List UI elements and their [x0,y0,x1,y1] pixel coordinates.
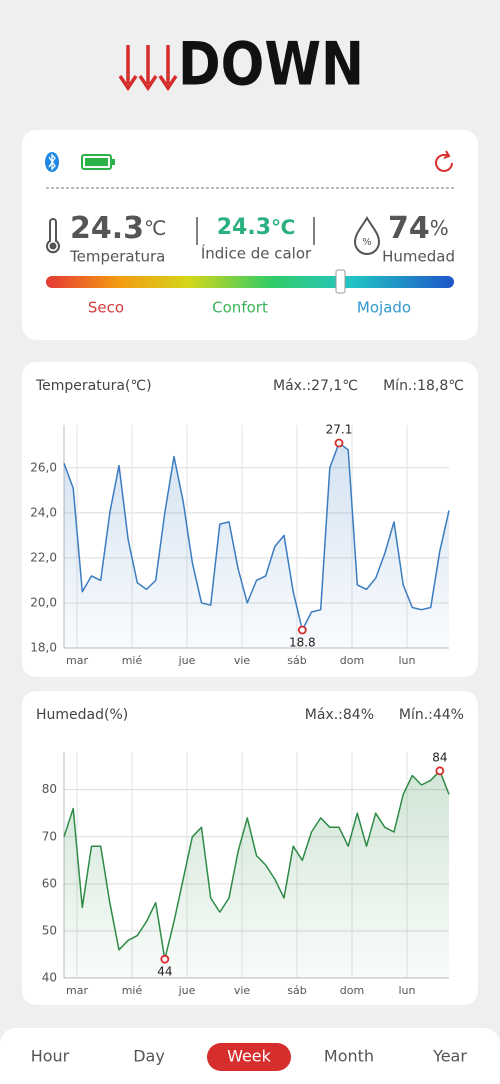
battery-icon [81,154,115,170]
x-tick-label: sáb [287,654,306,667]
y-tick-label: 18,0 [30,641,57,655]
x-tick-label: lun [399,654,416,667]
y-tick-label: 50 [42,923,57,937]
area-fill [64,770,449,978]
tab[interactable]: Hour [31,1047,70,1066]
tab[interactable]: Day [133,1047,165,1066]
tab[interactable]: Year [432,1047,467,1066]
extreme-marker [297,625,307,635]
drop-icon: % [353,216,381,255]
min-label: Mín.:18,8℃ [383,378,464,394]
scale-knob [335,269,346,294]
x-tick-label: jue [178,654,196,667]
temperature-label: Temperatura [69,248,165,266]
logo-arrows [118,45,178,92]
x-tick-label: vie [234,984,251,997]
humidity-label: Humedad [382,248,455,266]
refresh-icon[interactable] [435,150,453,172]
bluetooth-icon [45,152,59,172]
max-label: Máx.:27,1℃ [273,378,358,394]
chart-title: Humedad(%) [36,707,128,723]
scale-label: Seco [88,299,124,317]
x-tick-label: mié [122,654,143,667]
temperature-reading: 24.3℃ [70,211,167,246]
y-tick-label: 40 [42,971,57,985]
chart-title: Temperatura(℃) [35,378,152,394]
x-tick-label: jue [178,984,196,997]
scale-label: Confort [212,299,268,317]
extreme-marker [160,954,170,964]
extreme-label: 18.8 [289,635,316,649]
max-label: Máx.:84% [305,707,374,723]
heat-index-label: Índice de calor [201,244,312,263]
x-tick-label: mié [122,984,143,997]
y-tick-label: 70 [42,829,57,843]
x-tick-label: mar [66,654,88,667]
tab[interactable]: Week [227,1047,272,1066]
comfort-scale [46,276,454,288]
drop-icon-text: % [362,237,372,248]
thermometer-icon [46,218,60,254]
y-tick-label: 20,0 [30,595,57,609]
heat-index-reading: 24.3℃ [217,215,296,241]
extreme-marker [435,766,445,776]
y-tick-label: 22,0 [30,550,57,564]
y-tick-label: 80 [42,782,57,796]
y-tick-label: 60 [42,876,57,890]
x-tick-label: mar [66,984,88,997]
x-tick-label: sáb [287,984,306,997]
extreme-label: 44 [157,965,172,979]
extreme-label: 84 [432,750,447,764]
tab-selected-pill [207,1043,291,1071]
tab[interactable]: Month [324,1047,374,1066]
extreme-label: 27.1 [326,423,353,437]
data-line [63,442,450,631]
min-label: Mín.:44% [399,707,464,723]
x-tick-label: dom [340,654,364,667]
extreme-marker [334,438,344,448]
data-line [63,770,450,960]
humidity-reading: 74% [388,211,449,246]
y-tick-label: 26,0 [30,460,57,474]
x-tick-label: lun [399,984,416,997]
x-tick-label: dom [340,984,364,997]
scale-label: Mojado [357,299,411,317]
x-tick-label: vie [234,654,251,667]
area-fill [64,443,449,648]
logo-title: DOWN [178,30,364,100]
y-tick-label: 24,0 [30,505,57,519]
